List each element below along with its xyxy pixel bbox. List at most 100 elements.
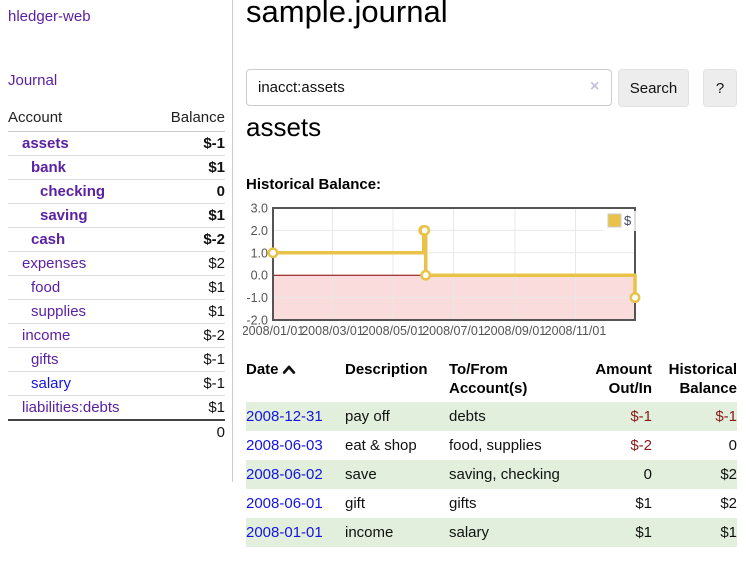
account-balance: $1	[154, 395, 225, 420]
account-link[interactable]: cash	[31, 231, 66, 248]
register-header-row: Date Description To/From Account(s) Amou…	[246, 360, 737, 402]
svg-text:-1.0: -1.0	[246, 291, 268, 305]
svg-text:3.0: 3.0	[251, 202, 268, 216]
account-row: assets $-1	[8, 132, 225, 156]
transaction-amount: $-2	[630, 437, 652, 454]
column-header-balance: Historical Balance	[668, 361, 737, 397]
svg-text:2.0: 2.0	[251, 224, 268, 238]
account-balance: $-1	[203, 135, 225, 152]
transaction-date-link[interactable]: 2008-01-01	[246, 524, 323, 541]
account-balance: 0	[154, 179, 225, 204]
transaction-description: income	[345, 524, 394, 541]
transaction-balance: $2	[720, 495, 737, 512]
accounts-table-header-row: Account Balance	[8, 106, 225, 132]
account-row: food $1	[8, 275, 225, 300]
account-link[interactable]: checking	[40, 183, 106, 200]
svg-text:2008/11/01: 2008/11/01	[545, 324, 607, 338]
account-row: cash $-2	[8, 227, 225, 252]
account-link[interactable]: expenses	[22, 255, 87, 272]
account-link[interactable]: bank	[31, 159, 67, 176]
clear-search-icon[interactable]: ×	[590, 78, 600, 95]
svg-text:$: $	[624, 213, 632, 228]
svg-text:-2.0: -2.0	[246, 314, 268, 328]
search-input[interactable]	[246, 69, 612, 106]
account-balance: $1	[154, 155, 225, 180]
account-link[interactable]: supplies	[31, 303, 87, 320]
transaction-date-link[interactable]: 2008-06-01	[246, 495, 323, 512]
column-header-accounts: To/From Account(s)	[449, 361, 528, 397]
chart-title: Historical Balance:	[246, 176, 382, 193]
transaction-description: eat & shop	[345, 437, 417, 454]
transaction-balance: $-1	[715, 408, 737, 425]
account-row: expenses $2	[8, 251, 225, 276]
sort-ascending-icon	[282, 365, 295, 374]
column-header-amount: Amount Out/In	[595, 361, 652, 397]
svg-text:2008/03/01: 2008/03/01	[301, 324, 364, 338]
transaction-amount: $-1	[630, 408, 652, 425]
account-link[interactable]: food	[31, 279, 61, 296]
historical-balance-chart: 3.0 2.0 1.0 0.0 -1.0 -2.0 2008/01/01 2008/03/01…	[243, 201, 643, 345]
transaction-accounts: gifts	[449, 495, 477, 512]
transaction-description: save	[345, 466, 377, 483]
accounts-total-row: 0	[8, 419, 225, 444]
register-table: Date Description To/From Account(s) Amou…	[246, 360, 737, 547]
help-button[interactable]: ?	[703, 69, 737, 107]
account-row: gifts $-1	[8, 347, 225, 372]
transaction-accounts: saving, checking	[449, 466, 560, 483]
svg-text:2008/07/01: 2008/07/01	[422, 324, 485, 338]
transaction-balance: $1	[720, 524, 737, 541]
account-balance: $1	[154, 299, 225, 324]
accounts-table: Account Balance assets $-1 bank $1 check…	[8, 106, 225, 444]
account-balance: $1	[154, 275, 225, 300]
accounts-header-balance: Balance	[154, 106, 225, 132]
transaction-row: 2008-06-02 save saving, checking 0 $2	[246, 460, 737, 489]
transaction-accounts: salary	[449, 524, 490, 541]
column-header-description: Description	[345, 361, 428, 378]
account-link[interactable]: assets	[22, 135, 69, 152]
account-row: checking 0	[8, 179, 225, 204]
account-balance: $-1	[154, 371, 225, 396]
account-row: liabilities:debts $1	[8, 395, 225, 420]
account-link[interactable]: salary	[31, 375, 72, 392]
account-link[interactable]: liabilities:debts	[22, 399, 120, 416]
transaction-row: 2008-12-31 pay off debts $-1 $-1	[246, 402, 737, 431]
column-header-date[interactable]: Date	[246, 360, 345, 402]
account-row: saving $1	[8, 203, 225, 228]
transaction-date-link[interactable]: 2008-12-31	[246, 408, 323, 425]
sidebar-item-journal[interactable]: Journal	[8, 72, 58, 89]
account-balance: $2	[154, 251, 225, 276]
account-balance: $-2	[154, 227, 225, 252]
account-row: supplies $1	[8, 299, 225, 324]
page-title: sample.journal	[246, 0, 448, 29]
transaction-accounts: debts	[449, 408, 486, 425]
account-link[interactable]: income	[22, 327, 71, 344]
transaction-date-link[interactable]: 2008-06-03	[246, 437, 323, 454]
transaction-amount: $1	[635, 495, 652, 512]
transaction-description: pay off	[345, 408, 390, 425]
svg-text:0.0: 0.0	[251, 269, 268, 283]
transaction-amount: 0	[643, 466, 652, 483]
account-link[interactable]: saving	[40, 207, 88, 224]
account-link[interactable]: gifts	[31, 351, 59, 368]
transaction-accounts: food, supplies	[449, 437, 542, 454]
transaction-row: 2008-06-03 eat & shop food, supplies $-2…	[246, 431, 737, 460]
transaction-description: gift	[345, 495, 366, 512]
transaction-row: 2008-06-01 gift gifts $1 $2	[246, 489, 737, 518]
account-balance: $-1	[154, 347, 225, 372]
chart-svg: 3.0 2.0 1.0 0.0 -1.0 -2.02008/01/012008/03/01…	[243, 202, 641, 338]
account-balance: $-2	[154, 323, 225, 348]
svg-text:1.0: 1.0	[251, 246, 268, 260]
transaction-balance: 0	[728, 437, 737, 454]
accounts-header-account: Account	[8, 106, 155, 132]
search-button[interactable]: Search	[618, 69, 689, 107]
transaction-date-link[interactable]: 2008-06-02	[246, 466, 323, 483]
search-form: × Search ?	[246, 69, 742, 107]
svg-text:2008/01/01: 2008/01/01	[243, 324, 304, 338]
account-row: salary $-1	[8, 371, 225, 396]
transaction-balance: $2	[720, 466, 737, 483]
account-heading: assets	[246, 112, 322, 142]
brand-link[interactable]: hledger-web	[8, 8, 91, 25]
transaction-row: 2008-01-01 income salary $1 $1	[246, 518, 737, 547]
account-row: bank $1	[8, 155, 225, 180]
